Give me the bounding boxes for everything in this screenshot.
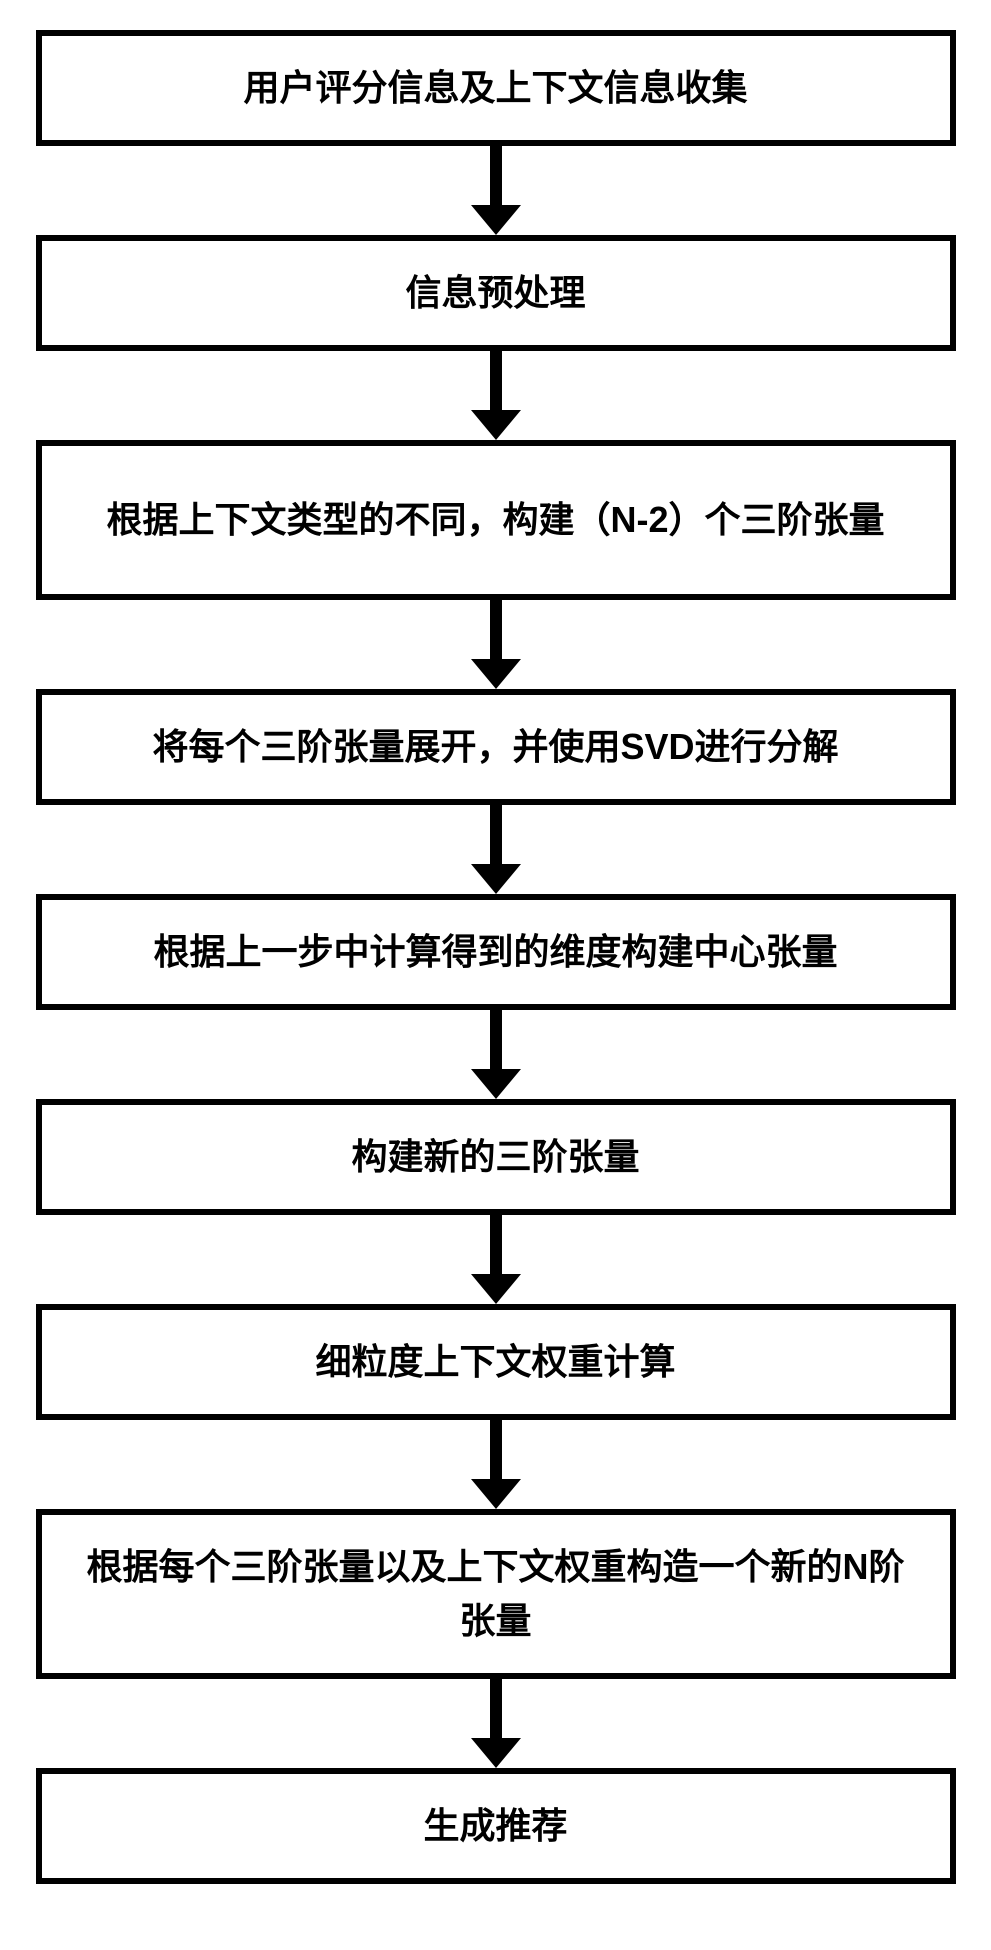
flow-node-2: 信息预处理 [36, 235, 956, 351]
flow-node-3: 根据上下文类型的不同，构建（N-2）个三阶张量 [36, 440, 956, 600]
node-label: 根据每个三阶张量以及上下文权重构造一个新的N阶张量 [82, 1540, 910, 1648]
flow-node-1: 用户评分信息及上下文信息收集 [36, 30, 956, 146]
node-label: 细粒度上下文权重计算 [315, 1335, 675, 1389]
arrow-1 [471, 146, 521, 235]
node-label: 构建新的三阶张量 [351, 1130, 639, 1184]
arrow-head [471, 1738, 521, 1768]
node-label: 信息预处理 [405, 266, 585, 320]
flow-node-5: 根据上一步中计算得到的维度构建中心张量 [36, 894, 956, 1010]
arrow-line [490, 1010, 502, 1070]
arrow-head [471, 205, 521, 235]
flow-node-8: 根据每个三阶张量以及上下文权重构造一个新的N阶张量 [36, 1509, 956, 1679]
arrow-line [490, 1420, 502, 1480]
flow-node-6: 构建新的三阶张量 [36, 1099, 956, 1215]
node-label: 生成推荐 [423, 1799, 567, 1853]
flowchart-container: 用户评分信息及上下文信息收集 信息预处理 根据上下文类型的不同，构建（N-2）个… [36, 30, 956, 1884]
arrow-8 [471, 1679, 521, 1768]
arrow-6 [471, 1215, 521, 1304]
flow-node-9: 生成推荐 [36, 1768, 956, 1884]
arrow-head [471, 1069, 521, 1099]
arrow-line [490, 600, 502, 660]
arrow-head [471, 410, 521, 440]
node-label: 根据上一步中计算得到的维度构建中心张量 [153, 925, 837, 979]
arrow-line [490, 1215, 502, 1275]
node-label: 根据上下文类型的不同，构建（N-2）个三阶张量 [106, 493, 884, 547]
arrow-line [490, 351, 502, 411]
arrow-head [471, 1479, 521, 1509]
arrow-line [490, 1679, 502, 1739]
arrow-line [490, 146, 502, 206]
arrow-2 [471, 351, 521, 440]
arrow-7 [471, 1420, 521, 1509]
node-label: 将每个三阶张量展开，并使用SVD进行分解 [152, 720, 838, 774]
flow-node-7: 细粒度上下文权重计算 [36, 1304, 956, 1420]
arrow-head [471, 864, 521, 894]
arrow-head [471, 659, 521, 689]
arrow-3 [471, 600, 521, 689]
arrow-5 [471, 1010, 521, 1099]
node-label: 用户评分信息及上下文信息收集 [243, 61, 747, 115]
flow-node-4: 将每个三阶张量展开，并使用SVD进行分解 [36, 689, 956, 805]
arrow-head [471, 1274, 521, 1304]
arrow-line [490, 805, 502, 865]
arrow-4 [471, 805, 521, 894]
